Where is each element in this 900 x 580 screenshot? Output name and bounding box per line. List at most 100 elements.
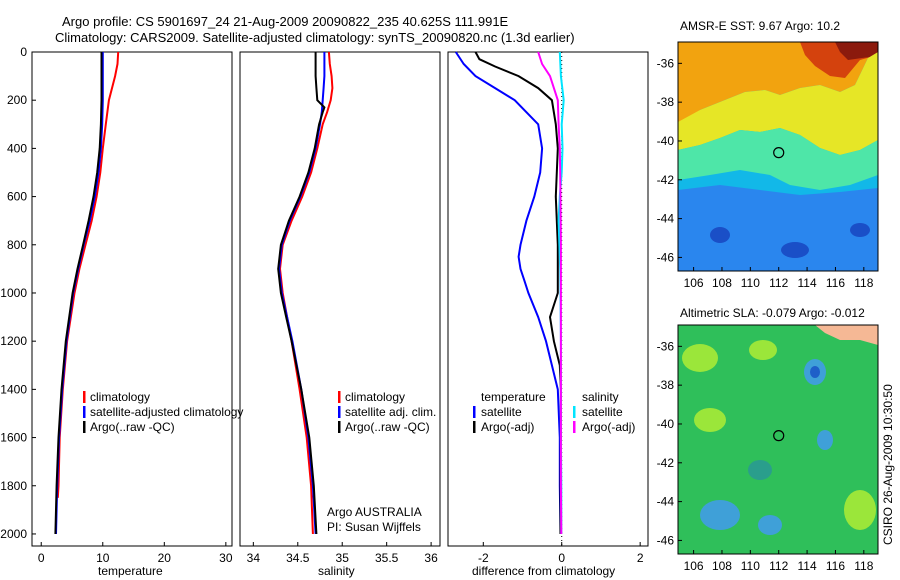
map-x-tick-label: 114 — [798, 559, 817, 573]
series-line — [278, 52, 326, 535]
legend-swatch-temp-satellite — [473, 406, 476, 418]
y-tick-label: 1800 — [0, 479, 27, 493]
legend-swatch-climatology — [338, 391, 341, 403]
sla-negative-anomaly — [817, 430, 833, 450]
y-tick-label: 0 — [20, 45, 27, 59]
series-line — [55, 52, 104, 535]
map-x-tick-label: 116 — [826, 276, 845, 290]
map-x-tick-label: 108 — [712, 559, 732, 573]
map-y-tick-label: -38 — [657, 95, 675, 109]
sla-map-panel: Altimetric SLA: -0.079 Argo: -0.012 106 1… — [657, 306, 879, 573]
sla-map-image — [678, 325, 878, 554]
difference-panel: -2 0 2 difference from climatology tempera… — [447, 51, 649, 578]
x-tick-label: 0 — [38, 551, 45, 565]
sst-hottest-region — [835, 42, 878, 60]
side-label: CSIRO 26-Aug-2009 10:30:50 — [881, 384, 895, 545]
x-tick-label: 34 — [247, 551, 261, 565]
series-line — [54, 52, 103, 535]
sst-map-title: AMSR-E SST: 9.67 Argo: 10.2 — [680, 19, 840, 33]
legend-argo: Argo(..raw -QC) — [345, 420, 430, 434]
map-y-tick-label: -44 — [657, 212, 675, 226]
y-tick-label: 1000 — [0, 286, 27, 300]
annotation-argo-australia: Argo AUSTRALIA — [327, 505, 422, 519]
y-tick-label: 1200 — [0, 334, 27, 348]
x-tick-label: 2 — [637, 551, 644, 565]
legend-swatch-sal-satellite — [573, 406, 576, 418]
map-x-tick-label: 116 — [826, 559, 845, 573]
x-tick-label: 36 — [424, 551, 438, 565]
difference-axes-frame — [447, 51, 649, 547]
header-line1: Argo profile: CS 5901697_24 21-Aug-2009 … — [62, 14, 509, 29]
series-line — [537, 51, 563, 535]
salinity-ticks: 34 34.5 35 35.5 36 — [247, 542, 438, 565]
map-y-tick-label: -38 — [657, 378, 675, 392]
map-x-tick-label: 118 — [854, 559, 873, 573]
sst-cold-region — [678, 185, 878, 271]
x-tick-label: 10 — [96, 551, 110, 565]
x-tick-label: -2 — [478, 551, 489, 565]
map-y-tick-label: -42 — [657, 173, 675, 187]
map-y-tick-label: -36 — [657, 56, 675, 70]
temperature-lines — [54, 51, 120, 535]
legend-swatch-climatology — [83, 391, 86, 403]
legend-satellite: satellite-adjusted climatology — [90, 405, 243, 419]
salinity-legend: climatology satellite adj. clim. Argo(..… — [338, 390, 436, 434]
series-line — [454, 51, 562, 535]
sla-map-ticks: 106 108 110 112 114 116 118 -36 -38 -40 -42 -44 -46 — [657, 339, 874, 573]
header-line2: Climatology: CARS2009. Satellite-adjuste… — [55, 30, 575, 45]
legend-temperature-heading: temperature — [481, 390, 546, 404]
sst-map-image — [678, 42, 878, 271]
legend-swatch-temp-argo — [473, 421, 476, 433]
x-tick-label: 30 — [219, 551, 233, 565]
map-y-tick-label: -42 — [657, 456, 675, 470]
legend-temp-argo: Argo(-adj) — [481, 420, 534, 434]
x-tick-label: 34.5 — [286, 551, 310, 565]
sst-cold-patch — [850, 223, 870, 237]
sst-cold-patch — [710, 227, 730, 243]
map-x-tick-label: 112 — [769, 276, 788, 290]
sla-negative-anomaly — [748, 460, 772, 480]
legend-salinity-heading: salinity — [582, 390, 619, 404]
map-x-tick-label: 112 — [769, 559, 788, 573]
salinity-axes-frame — [239, 51, 441, 547]
sla-high-region — [815, 325, 878, 345]
y-tick-label: 1400 — [0, 382, 27, 396]
series-line — [474, 51, 562, 534]
salinity-lines — [277, 51, 334, 535]
y-tick-label: 200 — [7, 93, 27, 107]
legend-swatch-satellite — [83, 406, 86, 418]
sla-map-frame — [677, 324, 879, 555]
legend-swatch-satellite — [338, 406, 341, 418]
sla-positive-anomaly — [694, 408, 726, 432]
x-tick-label: 35 — [336, 551, 350, 565]
map-x-tick-label: 118 — [854, 276, 873, 290]
y-tick-label: 800 — [7, 238, 27, 252]
y-tick-label: 400 — [7, 141, 27, 155]
map-y-tick-label: -44 — [657, 495, 675, 509]
sst-map-panel: AMSR-E SST: 9.67 Argo: 10.2 106 108 110 112… — [657, 19, 879, 290]
legend-swatch-argo — [338, 421, 341, 433]
map-x-tick-label: 114 — [798, 276, 817, 290]
difference-lines — [454, 51, 565, 546]
legend-satellite: satellite adj. clim. — [345, 405, 436, 419]
map-y-tick-label: -40 — [657, 417, 675, 431]
y-tick-label: 600 — [7, 190, 27, 204]
x-tick-label: 35.5 — [375, 551, 399, 565]
temperature-ticks: 0 200 400 600 800 1000 1200 1400 1600 1800 2000 0 10… — [0, 45, 233, 565]
difference-legend: temperature satellite Argo(-adj) salinit… — [473, 390, 635, 434]
difference-ticks: -2 0 2 — [478, 542, 644, 565]
sla-negative-anomaly — [810, 366, 820, 378]
sst-map-ticks: 106 108 110 112 114 116 118 -36 -38 -40 -42 -44 -46 — [657, 56, 874, 290]
map-x-tick-label: 106 — [684, 559, 704, 573]
map-y-tick-label: -46 — [657, 533, 675, 547]
series-line — [278, 51, 334, 535]
legend-climatology: climatology — [345, 390, 405, 404]
series-line — [277, 52, 326, 535]
sla-positive-anomaly — [844, 490, 876, 530]
sla-negative-anomaly — [700, 500, 740, 530]
x-tick-label: 0 — [558, 551, 565, 565]
sst-cold-patch — [781, 242, 809, 258]
map-y-tick-label: -46 — [657, 250, 675, 264]
difference-xlabel: difference from climatology — [472, 564, 615, 578]
